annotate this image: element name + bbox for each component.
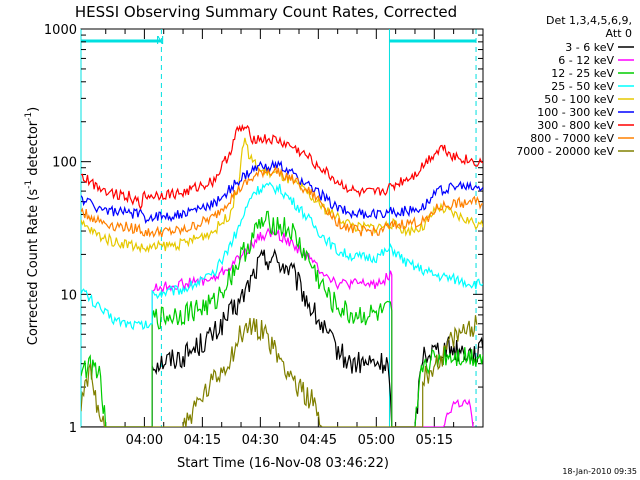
legend-label-4: 50 - 100 keV — [544, 93, 614, 106]
legend-label-0: 3 - 6 keV — [565, 41, 614, 54]
night-intervals — [80, 29, 477, 427]
series-line-5 — [81, 159, 483, 224]
x-axis-label: Start Time (16-Nov-08 03:46:22) — [177, 456, 389, 471]
x-tick-label-4: 05:00 — [358, 433, 395, 448]
y-tick-label-3: 1000 — [44, 23, 77, 38]
x-tick-label-3: 04:45 — [300, 433, 337, 448]
x-tick-label-2: 04:30 — [242, 433, 279, 448]
series-line-2 — [81, 210, 483, 427]
series-line-6 — [81, 123, 483, 211]
x-tick-label-0: 04:00 — [126, 433, 163, 448]
legend-label-7: 800 - 7000 keV — [530, 132, 614, 145]
y-tick-label-1: 10 — [60, 288, 77, 303]
series-lines — [81, 123, 483, 427]
y-tick-label-2: 100 — [52, 156, 77, 171]
series-line-7 — [81, 165, 483, 238]
legend-label-3: 25 - 50 keV — [551, 80, 614, 93]
series-line-8 — [81, 315, 478, 427]
legend-label-2: 12 - 25 keV — [551, 67, 614, 80]
legend-header-line-1: Det 1,3,4,5,6,9, — [546, 14, 632, 27]
axis-ticks: 1 10 100 1000 04:00 04:15 04:30 04:45 05:00 05:15 — [44, 23, 483, 448]
y-tick-label-0: 1 — [69, 421, 77, 436]
legend-label-6: 300 - 800 keV — [537, 119, 614, 132]
timestamp: 18-Jan-2010 09:35 — [562, 467, 637, 476]
legend-label-5: 100 - 300 keV — [537, 106, 614, 119]
legend-header-line-2: Att 0 — [606, 27, 632, 40]
y-axis-label: Corrected Count Rate (s-1 detector-1) — [24, 107, 41, 345]
x-tick-label-5: 05:15 — [416, 433, 453, 448]
chart-title: HESSI Observing Summary Count Rates, Cor… — [75, 3, 457, 21]
legend-label-8: 7000 - 20000 keV — [516, 145, 614, 158]
x-tick-label-1: 04:15 — [184, 433, 221, 448]
legend-label-1: 6 - 12 keV — [558, 54, 614, 67]
series-line-3 — [81, 181, 483, 331]
